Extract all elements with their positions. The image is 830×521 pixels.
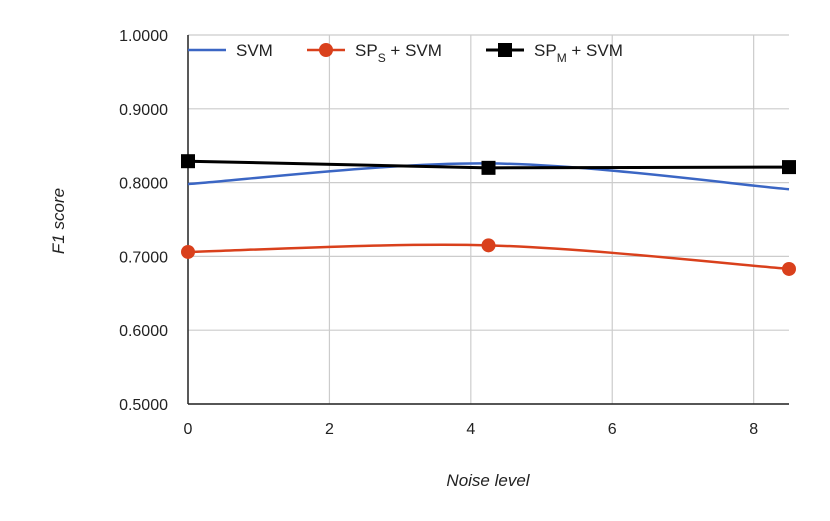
grid [188,34,789,405]
y-axis-title: F1 score [49,188,68,254]
legend-entry: SPM + SVM [486,41,623,65]
x-tick-label: 2 [325,421,334,438]
legend-label-subscript: M [557,51,567,65]
legend-label: SPS + SVM [355,41,442,65]
axes [187,35,789,405]
y-tick-label: 1.0000 [119,28,168,45]
legend-marker [319,43,333,57]
x-tick-label: 8 [749,421,758,438]
legend-entry: SVM [188,41,273,60]
y-tick-label: 0.8000 [119,176,168,193]
series-group [181,154,796,276]
x-tick-label: 4 [466,421,475,438]
data-point [481,160,496,175]
y-tick-label: 0.7000 [119,249,168,266]
legend-marker [498,43,512,57]
data-point [181,244,195,259]
legend-label: SVM [236,41,273,60]
legend-label-main: SP [534,41,557,60]
series-2 [181,238,796,276]
legend-label-main: SP [355,41,378,60]
y-tick-label: 0.6000 [119,323,168,340]
legend-label-subscript: S [378,51,386,65]
data-point [481,238,496,253]
legend: SVM SPS + SVM SPM + SVM [188,41,623,65]
legend-entry: SPS + SVM [307,41,442,65]
y-tick-label: 0.9000 [119,102,168,119]
legend-label-main: SVM [236,41,273,60]
legend-label: SPM + SVM [534,41,623,65]
x-axis-title: Noise level [446,471,530,490]
series-3 [181,154,796,175]
x-tick-label: 6 [608,421,617,438]
x-tick-label: 0 [184,421,193,438]
data-point [782,261,796,276]
data-point [782,160,796,175]
tick-labels: 0.5000 0.6000 0.7000 0.8000 0.9000 1.0000 0 2 4 6… [119,28,758,438]
y-tick-label: 0.5000 [119,397,168,414]
legend-label-suffix: + SVM [386,41,442,60]
data-point [181,154,195,169]
legend-label-suffix: + SVM [567,41,623,60]
